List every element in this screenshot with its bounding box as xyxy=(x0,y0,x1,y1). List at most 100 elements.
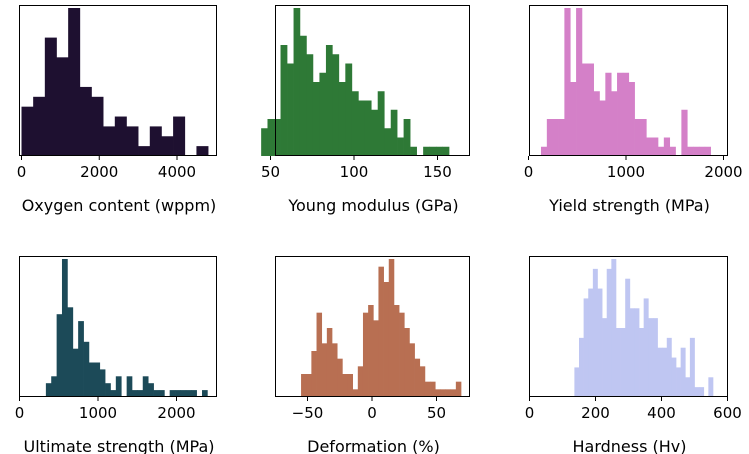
bar-5-2 xyxy=(583,298,589,397)
bar-2-20 xyxy=(657,146,665,156)
bar-2-26 xyxy=(693,146,700,156)
bar-2-27 xyxy=(698,146,706,156)
bar-1-25 xyxy=(423,146,430,156)
bar-1-2 xyxy=(274,119,281,156)
bar-3-13 xyxy=(115,376,122,397)
bar-4-2 xyxy=(311,351,317,397)
bar-2-24 xyxy=(681,109,688,156)
bar-0-15 xyxy=(196,146,209,156)
axes-frame-0 xyxy=(19,5,217,156)
bar-1-7 xyxy=(306,54,314,156)
x-tick-label-2-2: 2000 xyxy=(704,163,742,181)
bar-3-0 xyxy=(45,383,52,397)
x-tick-label-1-2: 150 xyxy=(423,163,452,181)
bar-5-11 xyxy=(625,278,631,397)
bar-3-17 xyxy=(137,390,144,397)
bar-5-17 xyxy=(652,318,658,397)
bar-3-18 xyxy=(142,376,149,397)
bar-3-26 xyxy=(185,390,192,397)
bar-4-18 xyxy=(393,305,400,397)
bar-5-4 xyxy=(592,268,598,397)
bar-1-18 xyxy=(377,91,385,156)
bar-3-10 xyxy=(99,369,106,397)
bar-1-26 xyxy=(429,146,437,156)
bar-1-27 xyxy=(436,146,443,156)
bar-1-9 xyxy=(319,72,327,156)
bar-1-16 xyxy=(364,100,372,156)
bar-3-21 xyxy=(158,390,165,397)
x-tick-label-2-1: 1000 xyxy=(607,163,645,181)
bar-4-3 xyxy=(316,312,323,397)
bar-2-1 xyxy=(546,119,554,156)
bar-3-16 xyxy=(131,390,138,397)
axes-frame-2 xyxy=(529,5,728,156)
bar-3-1 xyxy=(51,376,57,397)
bar-1-17 xyxy=(371,109,379,156)
bar-4-9 xyxy=(347,374,353,397)
bar-5-19 xyxy=(662,347,668,397)
bar-2-21 xyxy=(663,137,671,156)
x-tick-label-0-2: 4000 xyxy=(158,163,196,181)
bar-4-4 xyxy=(321,343,328,397)
x-tick-label-1-0: 50 xyxy=(261,163,280,181)
bar-2-2 xyxy=(552,119,559,156)
bar-3-23 xyxy=(169,390,176,397)
bar-1-23 xyxy=(410,146,417,156)
bar-5-10 xyxy=(620,328,626,397)
bar-3-9 xyxy=(94,362,101,397)
bar-4-0 xyxy=(301,374,307,397)
bar-2-19 xyxy=(652,137,659,156)
x-axis-label-0: Oxygen content (wppm) xyxy=(22,196,217,215)
x-tick-label-4-2: 50 xyxy=(427,404,446,422)
x-tick-label-1-1: 100 xyxy=(340,163,369,181)
bar-1-3 xyxy=(280,45,288,156)
bar-0-11 xyxy=(149,126,162,156)
bar-4-7 xyxy=(337,358,343,397)
bar-1-19 xyxy=(384,128,392,156)
bar-0-1 xyxy=(33,96,46,156)
x-tick-label-0-1: 2000 xyxy=(80,163,118,181)
bar-1-11 xyxy=(332,54,340,156)
bar-3-19 xyxy=(148,383,154,397)
bar-0-8 xyxy=(114,116,127,156)
bar-5-14 xyxy=(639,328,645,397)
x-tick-label-3-1: 1000 xyxy=(79,404,117,422)
axes-frame-3 xyxy=(19,256,217,397)
bar-1-1 xyxy=(267,119,275,156)
bar-4-24 xyxy=(424,381,431,397)
bar-0-0 xyxy=(21,106,34,156)
bar-5-1 xyxy=(579,337,584,397)
bar-2-6 xyxy=(576,8,583,156)
x-tick-label-5-3: 600 xyxy=(713,404,742,422)
bar-0-4 xyxy=(68,8,81,156)
bar-4-14 xyxy=(373,320,379,397)
x-tick-label-3-0: 0 xyxy=(15,404,25,422)
bar-4-1 xyxy=(306,374,312,397)
bar-2-4 xyxy=(564,8,571,156)
bar-0-6 xyxy=(91,96,104,156)
bar-4-26 xyxy=(435,389,441,397)
bar-3-3 xyxy=(61,259,68,397)
bar-2-8 xyxy=(587,63,594,156)
bar-5-29 xyxy=(708,377,714,397)
bar-2-15 xyxy=(628,82,635,156)
bar-4-21 xyxy=(409,343,415,397)
bar-1-5 xyxy=(293,8,301,156)
bar-5-26 xyxy=(694,387,700,397)
bar-4-19 xyxy=(399,312,405,397)
bar-3-6 xyxy=(78,321,84,397)
bar-1-21 xyxy=(397,137,404,156)
bar-2-10 xyxy=(599,100,606,156)
bar-4-25 xyxy=(430,381,436,397)
bar-5-8 xyxy=(611,259,617,397)
bar-4-30 xyxy=(455,381,462,397)
bar-2-18 xyxy=(646,137,653,156)
bar-4-16 xyxy=(383,282,390,397)
bar-2-11 xyxy=(605,72,612,156)
bar-5-20 xyxy=(666,337,672,397)
bar-4-29 xyxy=(450,389,457,397)
bar-5-27 xyxy=(699,387,705,397)
bar-4-12 xyxy=(362,312,369,397)
bar-4-8 xyxy=(342,374,348,397)
